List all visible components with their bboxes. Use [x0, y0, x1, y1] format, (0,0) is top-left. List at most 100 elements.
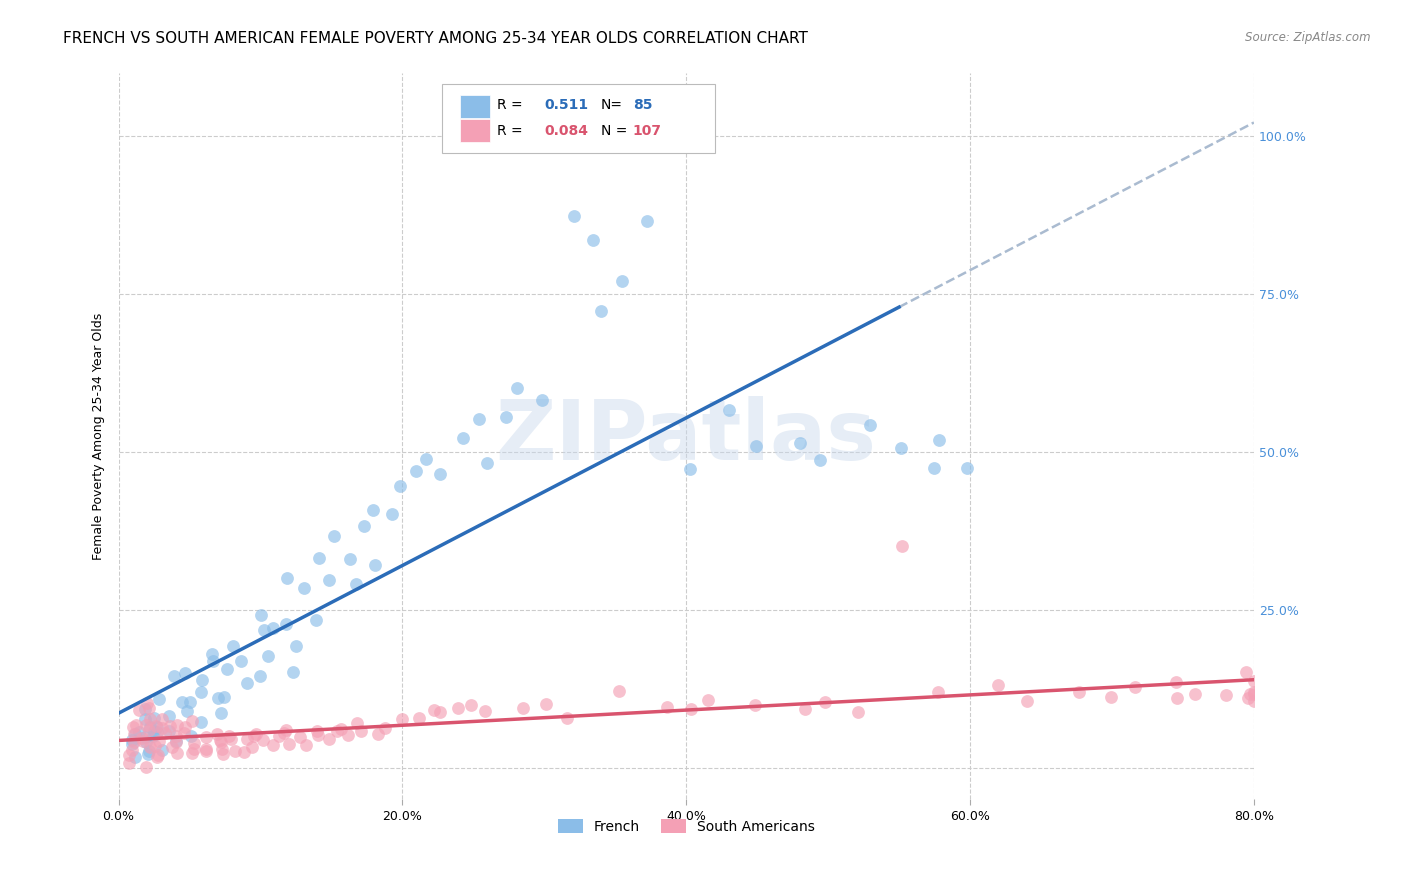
Point	[367, 727, 389, 741]
FancyBboxPatch shape	[460, 119, 489, 142]
Point	[349, 724, 371, 739]
Point	[679, 702, 702, 716]
Point	[190, 714, 212, 729]
Point	[391, 712, 413, 726]
Point	[1164, 675, 1187, 690]
Point	[194, 741, 217, 756]
Point	[242, 739, 264, 754]
Point	[415, 451, 437, 466]
Point	[135, 760, 157, 774]
Text: R =: R =	[496, 98, 527, 112]
Point	[1099, 690, 1122, 704]
Text: R =: R =	[496, 124, 522, 137]
FancyBboxPatch shape	[441, 84, 714, 153]
Point	[718, 403, 741, 417]
Point	[194, 744, 217, 758]
Point	[128, 703, 150, 717]
Point	[163, 669, 186, 683]
Point	[245, 726, 267, 740]
Point	[329, 722, 352, 736]
Point	[859, 417, 882, 432]
Point	[118, 756, 141, 771]
Point	[534, 698, 557, 712]
Point	[429, 467, 451, 482]
Point	[589, 303, 612, 318]
Text: ZIPatlas: ZIPatlas	[496, 395, 877, 476]
Point	[308, 550, 330, 565]
Point	[179, 694, 201, 708]
Point	[273, 726, 295, 740]
Point	[318, 573, 340, 587]
Point	[160, 739, 183, 754]
Point	[165, 729, 187, 743]
Point	[138, 744, 160, 758]
Point	[146, 721, 169, 735]
Point	[294, 582, 316, 596]
Point	[229, 654, 252, 668]
Point	[150, 712, 173, 726]
Point	[142, 711, 165, 725]
Point	[124, 727, 146, 741]
Point	[249, 669, 271, 683]
Point	[274, 616, 297, 631]
Point	[205, 727, 228, 741]
Point	[284, 639, 307, 653]
Point	[174, 720, 197, 734]
Point	[135, 735, 157, 749]
Point	[121, 737, 143, 751]
Point	[209, 735, 232, 749]
Point	[166, 746, 188, 760]
Point	[173, 665, 195, 680]
Point	[582, 233, 605, 247]
Point	[374, 721, 396, 735]
Point	[307, 724, 329, 739]
Point	[191, 673, 214, 688]
Point	[219, 732, 242, 747]
Point	[381, 507, 404, 521]
Point	[138, 739, 160, 754]
Point	[236, 675, 259, 690]
Point	[848, 705, 870, 719]
Point	[252, 624, 274, 638]
Point	[209, 733, 232, 747]
Point	[353, 519, 375, 533]
Text: N =: N =	[600, 124, 627, 137]
Point	[190, 685, 212, 699]
Point	[165, 735, 187, 749]
Point	[150, 721, 173, 735]
FancyBboxPatch shape	[460, 95, 489, 118]
Point	[530, 392, 553, 407]
Point	[304, 613, 326, 627]
Point	[697, 692, 720, 706]
Point	[474, 704, 496, 718]
Point	[562, 209, 585, 223]
Point	[202, 654, 225, 668]
Point	[200, 647, 222, 661]
Point	[165, 734, 187, 748]
Point	[274, 723, 297, 738]
Point	[233, 746, 256, 760]
Point	[346, 715, 368, 730]
Point	[808, 452, 831, 467]
Text: N=: N=	[600, 98, 623, 112]
Point	[124, 750, 146, 764]
Point	[451, 431, 474, 445]
Point	[180, 714, 202, 728]
Point	[1069, 684, 1091, 698]
Point	[1243, 673, 1265, 688]
Point	[555, 711, 578, 725]
Point	[318, 731, 340, 746]
Point	[138, 701, 160, 715]
Point	[955, 461, 977, 475]
Point	[142, 729, 165, 743]
Point	[814, 695, 837, 709]
Point	[148, 734, 170, 748]
Point	[339, 552, 361, 566]
Point	[789, 436, 811, 450]
Point	[180, 729, 202, 743]
Point	[138, 723, 160, 738]
Point	[122, 727, 145, 741]
Point	[132, 734, 155, 748]
Text: 0.084: 0.084	[544, 124, 588, 137]
Point	[744, 698, 766, 712]
